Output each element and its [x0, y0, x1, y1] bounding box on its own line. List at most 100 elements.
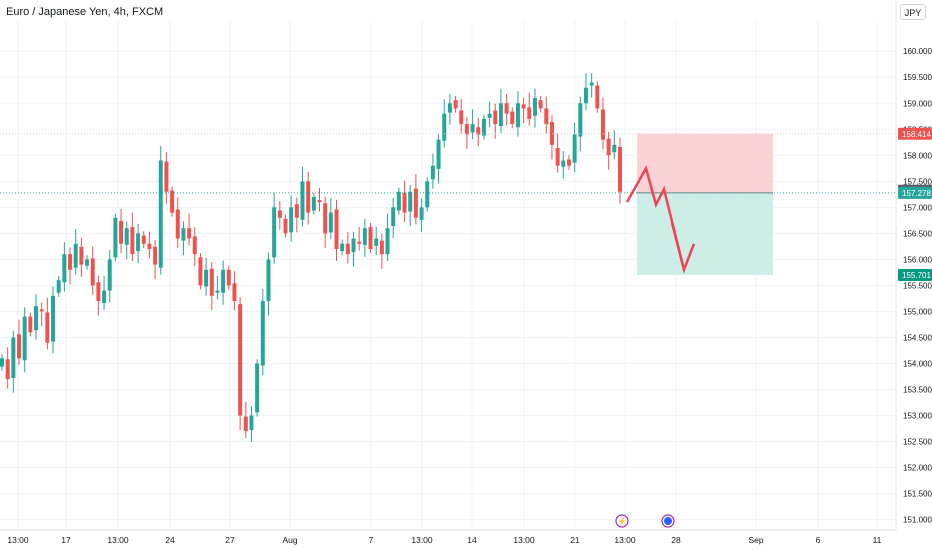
candle	[317, 188, 322, 212]
y-tick-label: 153.000	[903, 412, 932, 421]
candle	[425, 177, 430, 212]
x-tick-label: Sep	[748, 535, 763, 545]
candle-body	[396, 191, 401, 211]
candle-body	[374, 238, 379, 246]
candle	[249, 406, 254, 443]
candle	[323, 196, 328, 248]
y-tick-label: 159.000	[903, 99, 932, 108]
candle	[85, 255, 90, 270]
candle-body	[153, 246, 158, 265]
candle	[306, 171, 311, 225]
candle	[238, 297, 243, 431]
candle	[226, 265, 231, 290]
candle-body	[277, 210, 282, 218]
x-tick-label: 28	[671, 535, 681, 545]
candle-body	[476, 127, 481, 135]
candle-body	[85, 259, 90, 266]
x-tick-label: 21	[570, 535, 580, 545]
candle	[272, 192, 277, 265]
candle-body	[425, 181, 430, 208]
candle-body	[595, 85, 600, 109]
candle	[402, 180, 407, 222]
candle-body	[11, 337, 16, 379]
candle-body	[79, 246, 84, 265]
candle	[595, 81, 600, 113]
candle-body	[164, 161, 169, 192]
candle-body	[68, 254, 73, 270]
candle	[192, 227, 197, 267]
candle-body	[323, 203, 328, 234]
x-tick-label: 6	[816, 535, 821, 545]
candle	[504, 93, 509, 126]
candle	[28, 312, 33, 337]
candle	[96, 275, 101, 316]
candle-body	[515, 103, 520, 128]
candle-body	[510, 111, 515, 125]
candle-body	[170, 190, 175, 213]
candle	[498, 88, 503, 133]
candle-body	[385, 228, 390, 255]
candle-body	[362, 228, 367, 245]
y-tick-label: 154.500	[903, 333, 932, 342]
candle-body	[300, 181, 305, 220]
candle	[419, 197, 424, 232]
candle	[119, 208, 124, 254]
candle	[589, 73, 594, 98]
candle	[215, 276, 220, 300]
price-tag-bg	[898, 186, 932, 199]
candle	[51, 286, 56, 354]
price-tag: 155.701	[898, 268, 932, 281]
candle	[187, 213, 192, 246]
y-tick-label: 155.000	[903, 307, 932, 316]
projection-arrowhead	[670, 222, 696, 274]
y-tick-label: 152.000	[903, 464, 932, 473]
x-tick-label: 13:00	[614, 535, 636, 545]
candle-body	[487, 113, 492, 118]
candle-body	[209, 268, 214, 296]
candle-body	[198, 257, 203, 286]
candle-body	[566, 159, 571, 166]
candle	[442, 99, 447, 148]
candle	[45, 297, 50, 350]
x-tick-label: 7	[369, 535, 374, 545]
candle-body	[334, 209, 339, 249]
candle	[204, 257, 209, 296]
flag-icon	[661, 514, 675, 528]
candle-body	[238, 304, 243, 416]
x-tick-label: 24	[165, 535, 175, 545]
candle	[436, 132, 441, 184]
candle-body	[311, 196, 316, 211]
candle	[578, 96, 583, 152]
candle	[181, 221, 186, 256]
candle	[515, 91, 520, 137]
x-tick-label: 14	[467, 535, 477, 545]
candle	[345, 231, 350, 264]
candle	[464, 117, 469, 150]
candle-body	[436, 139, 441, 169]
projection-path	[625, 165, 686, 271]
y-tick-label: 154.000	[903, 359, 932, 368]
candle	[328, 197, 333, 240]
candle-body	[221, 269, 226, 293]
candle	[379, 233, 384, 269]
candle-body	[187, 228, 192, 239]
candle-body	[345, 243, 350, 255]
candle	[266, 252, 271, 316]
candle-body	[45, 312, 50, 343]
candle	[396, 187, 401, 215]
price-tag-bg	[898, 268, 932, 281]
candle-body	[102, 290, 107, 304]
candle-body	[532, 98, 537, 116]
candle-body	[317, 200, 322, 203]
candle	[459, 98, 464, 134]
price-tag-label: 157.278	[902, 189, 931, 198]
candle	[538, 95, 543, 113]
candle	[22, 307, 27, 373]
candle-body	[402, 192, 407, 213]
candle	[385, 213, 390, 261]
candle	[408, 184, 413, 227]
candle	[470, 109, 475, 140]
currency-selector[interactable]: JPY	[900, 4, 926, 20]
candle	[170, 186, 175, 217]
